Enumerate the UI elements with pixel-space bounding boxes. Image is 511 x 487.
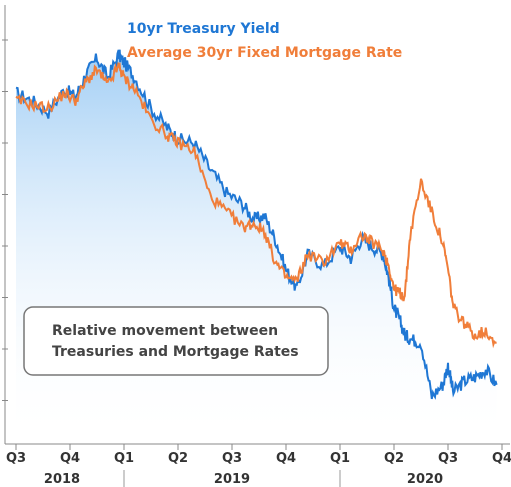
treasury-area-fill	[16, 49, 497, 444]
x-tick-label: Q2	[384, 451, 404, 466]
annotation-line-2: Treasuries and Mortgage Rates	[52, 344, 299, 360]
x-tick-label: Q3	[222, 451, 242, 466]
x-tick-label: Q2	[168, 451, 188, 466]
x-tick-label: Q3	[6, 451, 26, 466]
annotation-line-1: Relative movement between	[52, 323, 278, 339]
x-tick-label: Q1	[330, 451, 350, 466]
x-axis-tick-labels: Q3 Q4 Q1 Q2 Q3 Q4 Q1 Q2 Q3 Q4	[6, 451, 511, 466]
year-label: 2018	[44, 472, 80, 487]
series-line-mortgage	[15, 62, 497, 349]
y-axis-ticks	[2, 39, 8, 401]
year-labels: 2018 2019 2020	[44, 470, 443, 487]
x-tick-label: Q3	[438, 451, 458, 466]
x-tick-label: Q4	[276, 451, 296, 466]
x-tick-label: Q4	[492, 451, 511, 466]
x-axis-ticks	[15, 444, 503, 450]
year-label: 2020	[407, 472, 443, 487]
year-label: 2019	[214, 472, 250, 487]
x-tick-label: Q4	[60, 451, 80, 466]
legend-entry-treasury: 10yr Treasury Yield	[127, 21, 280, 37]
annotation-box	[23, 306, 329, 376]
legend-entry-mortgage: Average 30yr Fixed Mortgage Rate	[127, 45, 402, 61]
x-tick-label: Q1	[114, 451, 134, 466]
